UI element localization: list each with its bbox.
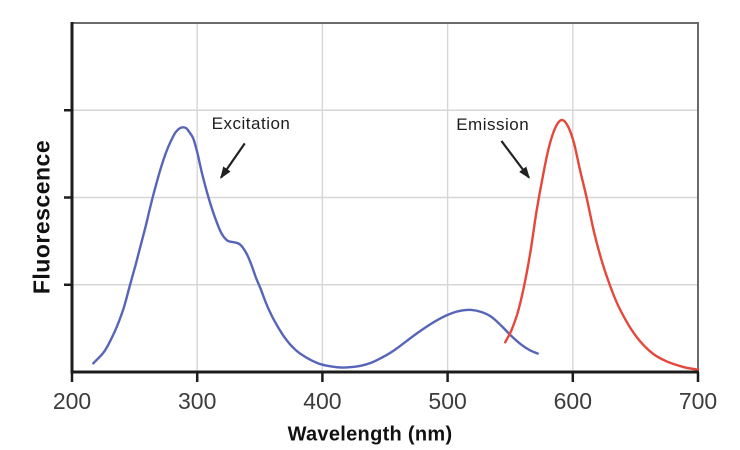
- x-axis-title: Wavelength (nm): [287, 423, 453, 446]
- x-tick-label-200: 200: [52, 388, 92, 414]
- x-tick-label-400: 400: [303, 388, 342, 414]
- emission-arrow: [500, 140, 530, 179]
- emission-annotation-label: Emission: [456, 114, 530, 134]
- x-tick-label-300: 300: [178, 388, 217, 414]
- excitation-arrow: [220, 142, 246, 179]
- excitation-curve: [92, 126, 539, 369]
- x-tick-label-500: 500: [428, 388, 467, 414]
- emission-curve: [504, 118, 700, 371]
- x-tick-label-600: 600: [553, 388, 592, 414]
- y-axis-title: Fluorescence: [28, 139, 55, 295]
- excitation-annotation-label: Excitation: [211, 114, 291, 134]
- x-tick-label-700: 700: [678, 388, 718, 414]
